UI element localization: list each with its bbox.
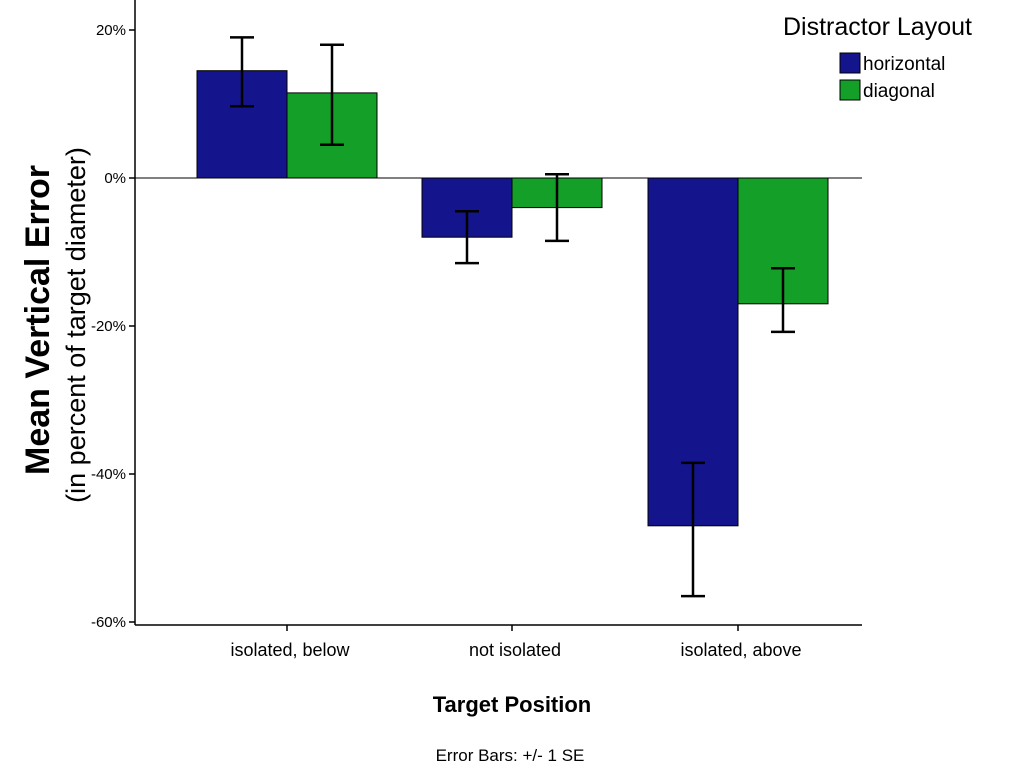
legend-label: diagonal (863, 81, 935, 102)
legend-swatch (839, 52, 861, 74)
x-category-label: isolated, above (680, 640, 801, 660)
y-ticks-layer: -60% -40% -20% 0% 20% (91, 22, 135, 631)
error-bars-layer (230, 36, 795, 598)
x-categories-layer: isolated, below not isolated isolated, abo… (230, 625, 802, 660)
y-tick-label: 20% (96, 22, 126, 39)
x-category-label: not isolated (469, 640, 561, 660)
y-tick-label: 0% (104, 170, 126, 187)
error-bar-horizontal-3 (681, 461, 705, 598)
x-category-label: isolated, below (230, 640, 350, 660)
legend: Distractor Layout horizontal diagonal (783, 13, 972, 102)
y-axis-title: Mean Vertical Error (19, 165, 57, 475)
error-bar-horizontal-1 (230, 36, 254, 108)
axes-layer (134, 0, 862, 626)
legend-title: Distractor Layout (783, 13, 972, 41)
legend-label: horizontal (863, 54, 945, 75)
y-tick-label: -40% (91, 466, 126, 483)
error-bar-horizontal-2 (455, 210, 479, 265)
error-bar-diagonal-3 (771, 267, 795, 334)
error-bars-footnote: Error Bars: +/- 1 SE (436, 746, 585, 765)
error-bar-diagonal-1 (320, 43, 344, 146)
legend-item-diagonal: diagonal (839, 79, 935, 102)
error-bar-diagonal-2 (545, 173, 569, 243)
y-tick-label: -20% (91, 318, 126, 335)
y-axis-subtitle: (in percent of target diameter) (61, 147, 91, 503)
y-tick-label: -60% (91, 614, 126, 631)
legend-swatch (839, 79, 861, 101)
legend-items: horizontal diagonal (839, 52, 945, 102)
bars-layer (196, 70, 829, 527)
legend-item-horizontal: horizontal (839, 52, 945, 75)
x-axis-title: Target Position (433, 692, 592, 717)
